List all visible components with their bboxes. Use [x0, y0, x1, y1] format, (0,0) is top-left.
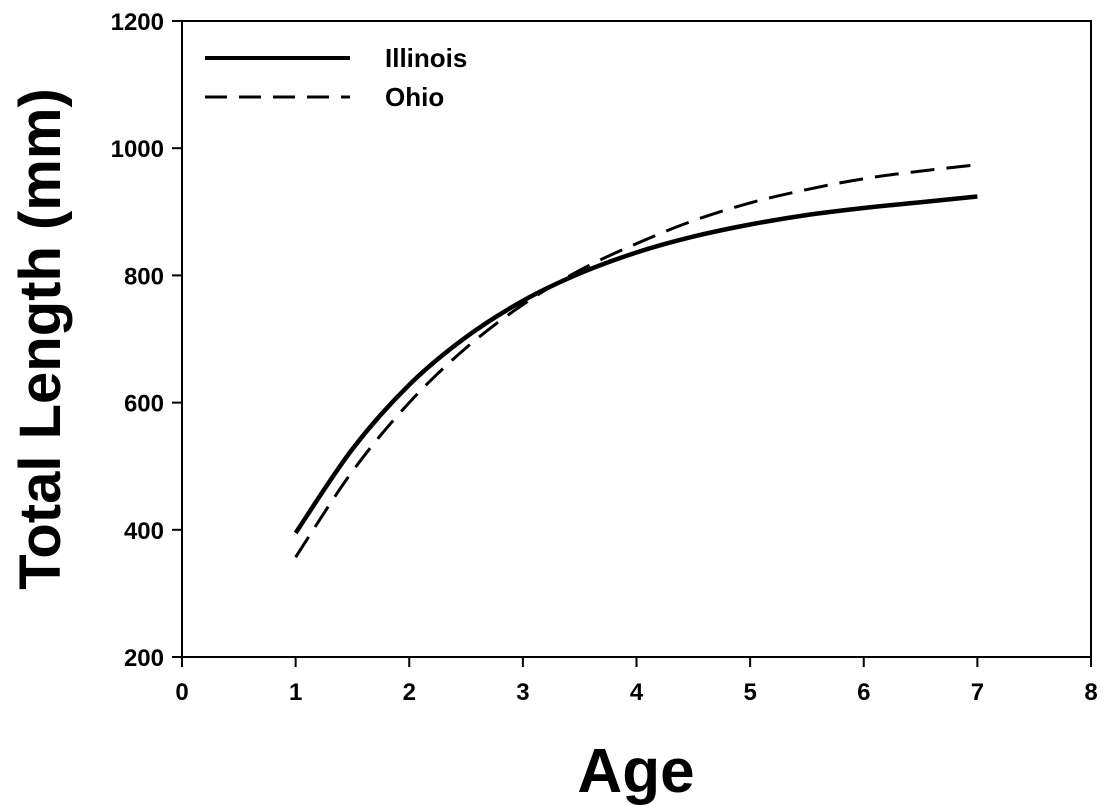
plot-frame: [181, 20, 1092, 658]
series-layer: [293, 163, 978, 558]
y-tick-label: 800: [124, 263, 164, 290]
series-line-ohio: [294, 163, 978, 558]
y-tick-label: 400: [124, 518, 164, 545]
y-tick-label: 1000: [111, 136, 164, 163]
x-tick-label: 3: [516, 679, 529, 706]
x-axis-ticks: 0 1 2 3 4 5 6 7 8: [175, 657, 1098, 706]
x-tick-label: 0: [175, 679, 188, 706]
x-tick-label: 2: [403, 679, 416, 706]
y-tick-label: 600: [124, 391, 164, 418]
x-tick-label: 1: [289, 679, 302, 706]
legend-label-illinois: Illinois: [385, 43, 467, 73]
y-axis-ticks: 200 400 600 800 1000 1200: [111, 9, 182, 672]
y-tick-label: 1200: [111, 9, 164, 36]
series-line-illinois: [293, 194, 978, 535]
x-tick-label: 5: [743, 679, 756, 706]
x-tick-label: 4: [630, 679, 644, 706]
y-axis-title: Total Length (mm): [8, 88, 73, 590]
legend: Illinois Ohio: [205, 43, 467, 112]
x-tick-label: 8: [1084, 679, 1097, 706]
legend-label-ohio: Ohio: [385, 82, 444, 112]
x-tick-label: 6: [857, 679, 870, 706]
x-tick-label: 7: [971, 679, 984, 706]
y-tick-label: 200: [124, 645, 164, 672]
x-axis-title: Age: [577, 737, 694, 806]
